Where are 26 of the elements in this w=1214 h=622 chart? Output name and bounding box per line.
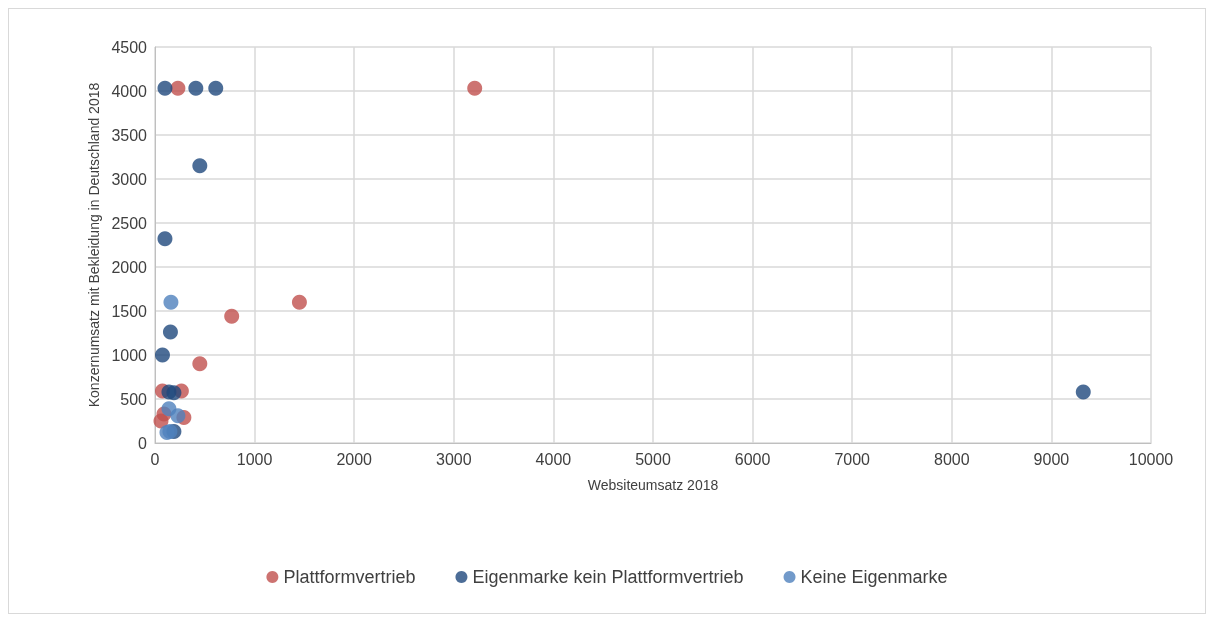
y-axis-title: Konzernumsatz mit Bekleidung in Deutschland 2018 (85, 82, 102, 408)
x-tick-label: 3000 (436, 450, 472, 468)
legend-label: Eigenmarke kein Plattformvertrieb (472, 567, 744, 587)
legend-label: Plattformvertrieb (283, 567, 416, 587)
y-tick-label: 2000 (111, 258, 148, 276)
x-tick-label: 1000 (236, 450, 273, 468)
x-tick-label: 8000 (934, 450, 970, 468)
x-axis-title: Websiteumsatz 2018 (587, 477, 719, 493)
y-tick-label: 3000 (111, 170, 148, 188)
x-tick-label: 0 (150, 450, 160, 468)
x-tick-label: 7000 (834, 450, 871, 468)
y-tick-label: 3500 (111, 126, 148, 144)
y-tick-label: 4500 (111, 38, 148, 56)
x-tick-label: 10000 (1128, 450, 1174, 468)
x-tick-label: 4000 (535, 450, 572, 468)
y-tick-label: 2500 (111, 214, 148, 232)
x-tick-label: 9000 (1033, 450, 1070, 468)
legend-label: Keine Eigenmarke (800, 567, 948, 587)
x-tick-label: 2000 (336, 450, 373, 468)
y-tick-label: 4000 (111, 82, 148, 100)
y-tick-label: 0 (138, 434, 148, 452)
y-tick-label: 500 (120, 390, 148, 408)
x-tick-label: 5000 (635, 450, 671, 468)
y-tick-label: 1000 (111, 346, 148, 364)
x-tick-label: 6000 (734, 450, 771, 468)
y-tick-label: 1500 (111, 302, 148, 320)
